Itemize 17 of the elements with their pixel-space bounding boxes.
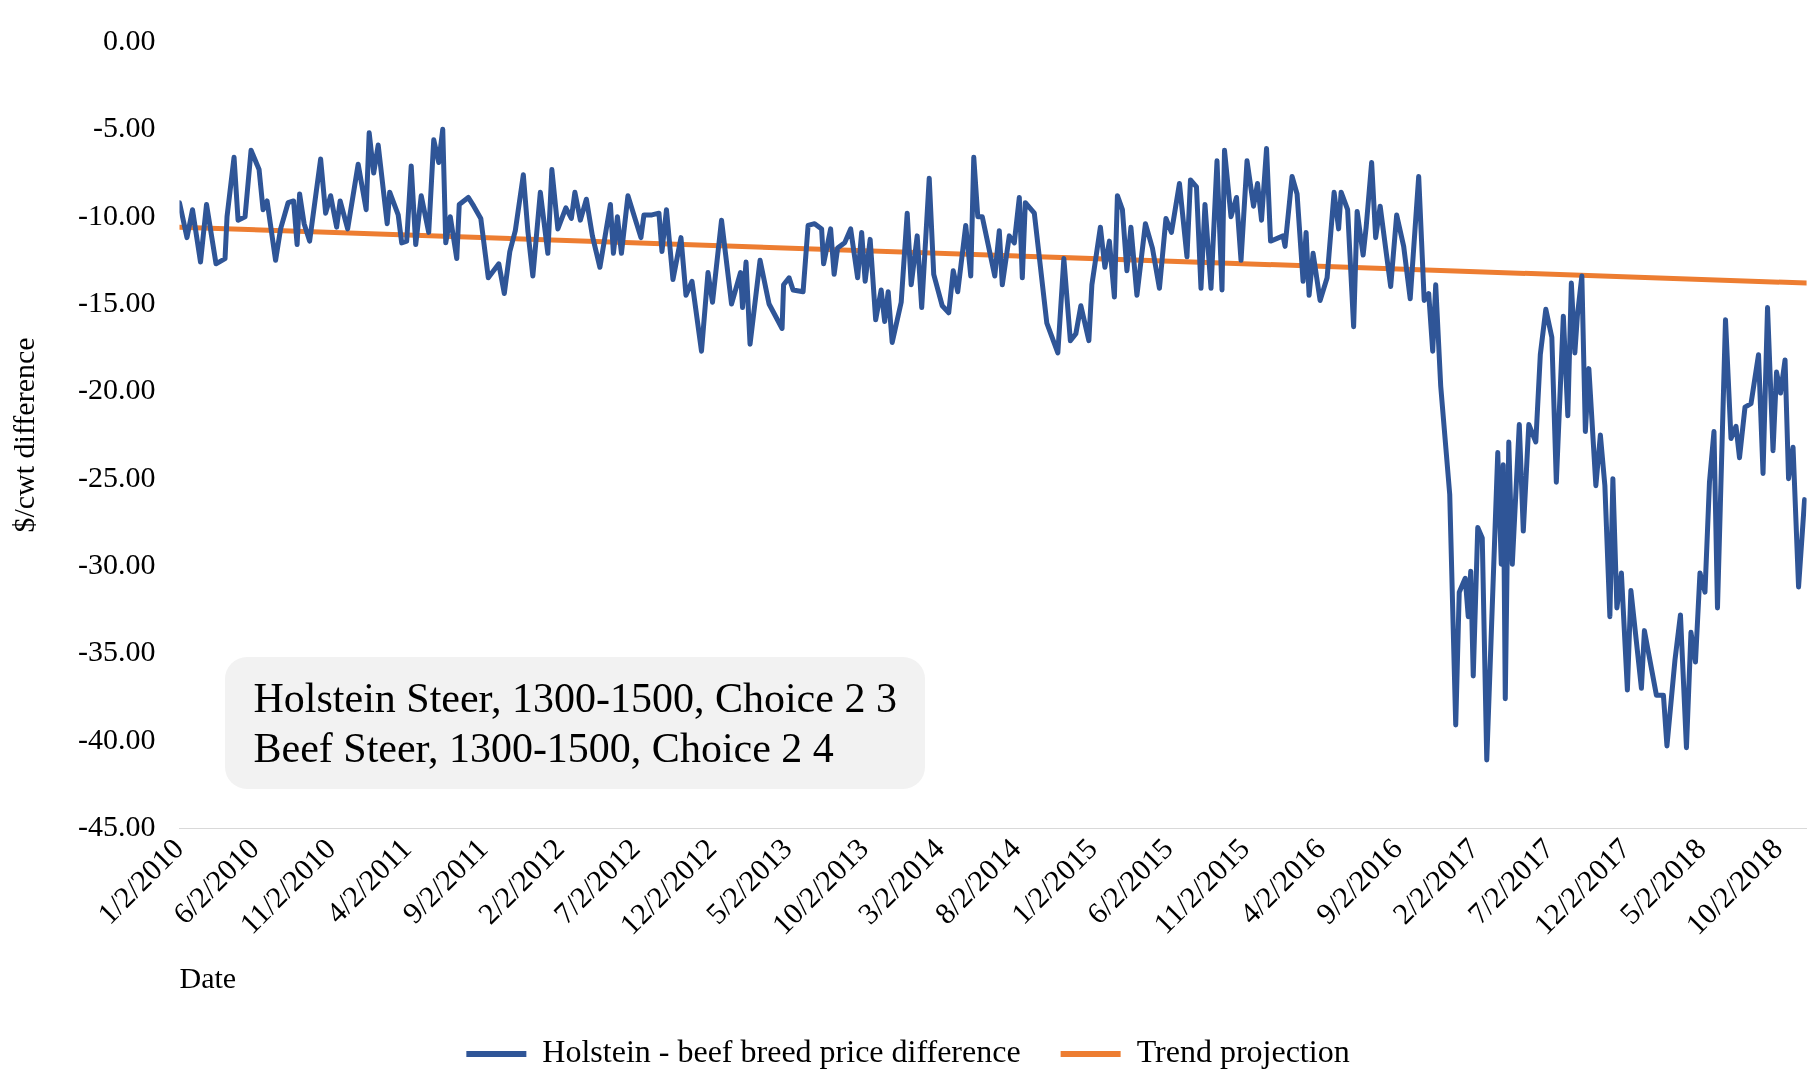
y-tick-label: -30.00 — [77, 546, 156, 580]
y-tick-label: -45.00 — [77, 808, 156, 842]
y-tick-label: -40.00 — [77, 721, 156, 755]
y-tick-label: -25.00 — [77, 459, 156, 493]
x-axis-title: Date — [179, 960, 237, 994]
y-tick-label: -20.00 — [77, 372, 156, 406]
y-tick-label: 0.00 — [102, 22, 156, 56]
y-axis-title: $/cwt difference — [6, 337, 40, 533]
legend-label: Holstein - beef breed price difference — [542, 1033, 1021, 1070]
y-tick-label: -35.00 — [77, 634, 156, 668]
y-tick-label: -10.00 — [77, 197, 156, 231]
annotation: Holstein Steer, 1300-1500, Choice 2 3 — [253, 673, 897, 723]
note-box: Holstein Steer, 1300-1500, Choice 2 3 Beef Steer, 1300-1500, Choice 2 4 — [225, 656, 925, 789]
legend-label: Trend projection — [1136, 1033, 1350, 1070]
y-tick-label: -15.00 — [77, 284, 156, 318]
y-tick-label: -5.00 — [92, 110, 156, 144]
annotation: Beef Steer, 1300-1500, Choice 2 4 — [253, 723, 835, 773]
